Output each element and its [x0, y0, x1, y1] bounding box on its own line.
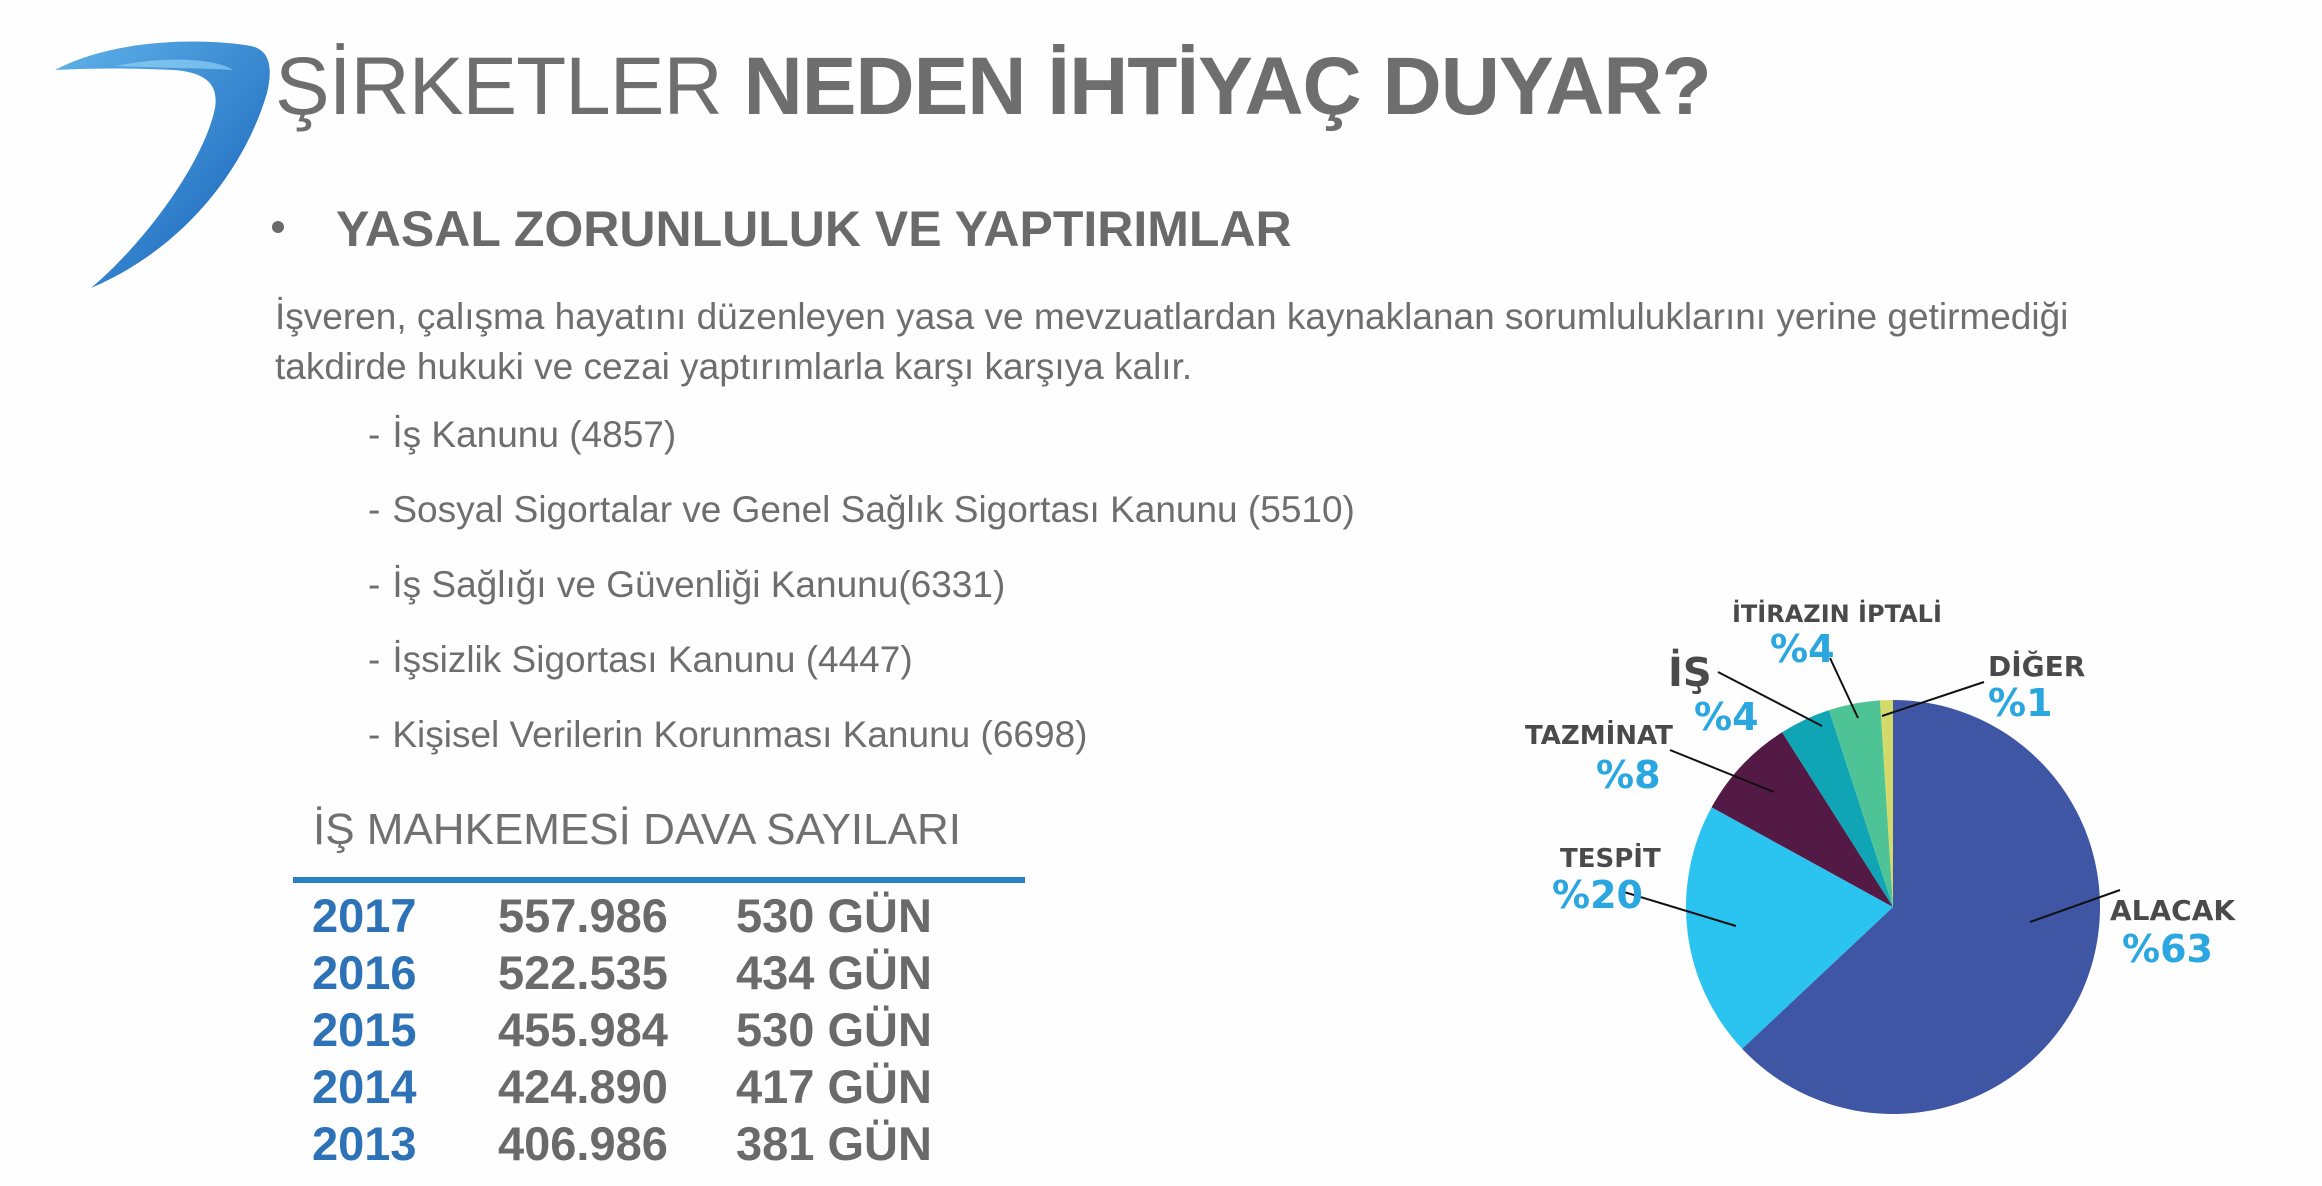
pie-label-percent: %4: [1694, 695, 1759, 739]
law-item: - İşsizlik Sigortası Kanunu (4447): [368, 639, 913, 680]
row-count: 455.984: [498, 1003, 668, 1056]
paragraph-line-2: takdirde hukuki ve cezai yaptırımlarla k…: [275, 346, 1193, 387]
pie-leader-line: [1623, 891, 1737, 927]
pie-label-name: TAZMİNAT: [1525, 719, 1673, 751]
pie-label-percent: %20: [1552, 873, 1643, 917]
case-type-pie-chart: ALACAK%63TESPİT%20TAZMİNAT%8İŞ%4İTİRAZIN…: [1525, 599, 2236, 1114]
row-count: 424.890: [498, 1060, 668, 1113]
pie-label-name: ALACAK: [2110, 894, 2236, 927]
pie-slice-alacak: [1742, 700, 2100, 1114]
case-table-divider: [293, 877, 1025, 883]
bullet-dot-icon: [272, 220, 284, 233]
pie-slice-tespi-t: [1686, 807, 1893, 1049]
law-item: - Sosyal Sigortalar ve Genel Sağlık Sigor…: [368, 489, 1355, 530]
row-duration: 434 GÜN: [736, 946, 932, 999]
row-duration: 530 GÜN: [736, 889, 932, 942]
pie-leader-line: [2029, 889, 2121, 923]
company-logo: [55, 41, 270, 288]
pie-slice-i-ş: [1782, 710, 1893, 907]
row-duration: 381 GÜN: [736, 1117, 932, 1170]
row-year: 2014: [312, 1060, 417, 1113]
pie-slice-di-ğer: [1880, 700, 1893, 907]
section-heading-text: YASAL ZORUNLULUK VE YAPTIRIMLAR: [336, 201, 1292, 257]
page-title: ŞİRKETLER NEDEN İHTİYAÇ DUYAR?: [275, 40, 1712, 134]
law-item: - İş Kanunu (4857): [368, 414, 677, 455]
row-year: 2015: [312, 1003, 417, 1056]
row-duration: 530 GÜN: [736, 1003, 932, 1056]
pie-label-name: İŞ: [1668, 648, 1712, 696]
pie-slice-i-ti-razin-i-ptali-: [1829, 700, 1893, 907]
title-light: ŞİRKETLER: [275, 41, 723, 132]
pie-slice-tazmi-nat: [1711, 732, 1893, 907]
case-table-title: İŞ MAHKEMESİ DAVA SAYILARI: [313, 805, 961, 854]
title-bold: NEDEN İHTİYAÇ DUYAR?: [743, 41, 1711, 132]
paragraph-line-1: İşveren, çalışma hayatını düzenleyen yas…: [275, 296, 2069, 337]
row-year: 2017: [312, 889, 417, 942]
law-list: - İş Kanunu (4857) - Sosyal Sigortalar ve …: [368, 410, 1355, 785]
section-heading: YASAL ZORUNLULUK VE YAPTIRIMLAR: [272, 200, 1292, 258]
pie-leader-line: [1669, 749, 1775, 793]
pie-label-percent: %63: [2122, 927, 2213, 971]
pie-label-percent: %4: [1770, 627, 1835, 671]
row-count: 522.535: [498, 946, 668, 999]
pie-label-name: İTİRAZIN İPTALİ: [1732, 599, 1942, 628]
law-item: - Kişisel Verilerin Korunması Kanunu (669…: [368, 714, 1088, 755]
row-duration: 417 GÜN: [736, 1060, 932, 1113]
pie-label-percent: %8: [1596, 753, 1661, 797]
pie-label-name: TESPİT: [1560, 842, 1661, 874]
pie-leader-line: [1829, 657, 1859, 719]
pie-label-name: DİĞER: [1988, 649, 2085, 683]
intro-paragraph: İşveren, çalışma hayatını düzenleyen yas…: [275, 292, 2275, 392]
law-item: - İş Sağlığı ve Güvenliği Kanunu(6331): [368, 564, 1006, 605]
row-count: 406.986: [498, 1117, 668, 1170]
row-year: 2016: [312, 946, 417, 999]
pie-leader-line: [1717, 671, 1823, 727]
pie-leader-line: [1881, 681, 1985, 717]
pie-label-percent: %1: [1988, 681, 2053, 725]
row-year: 2013: [312, 1117, 417, 1170]
row-count: 557.986: [498, 889, 668, 942]
